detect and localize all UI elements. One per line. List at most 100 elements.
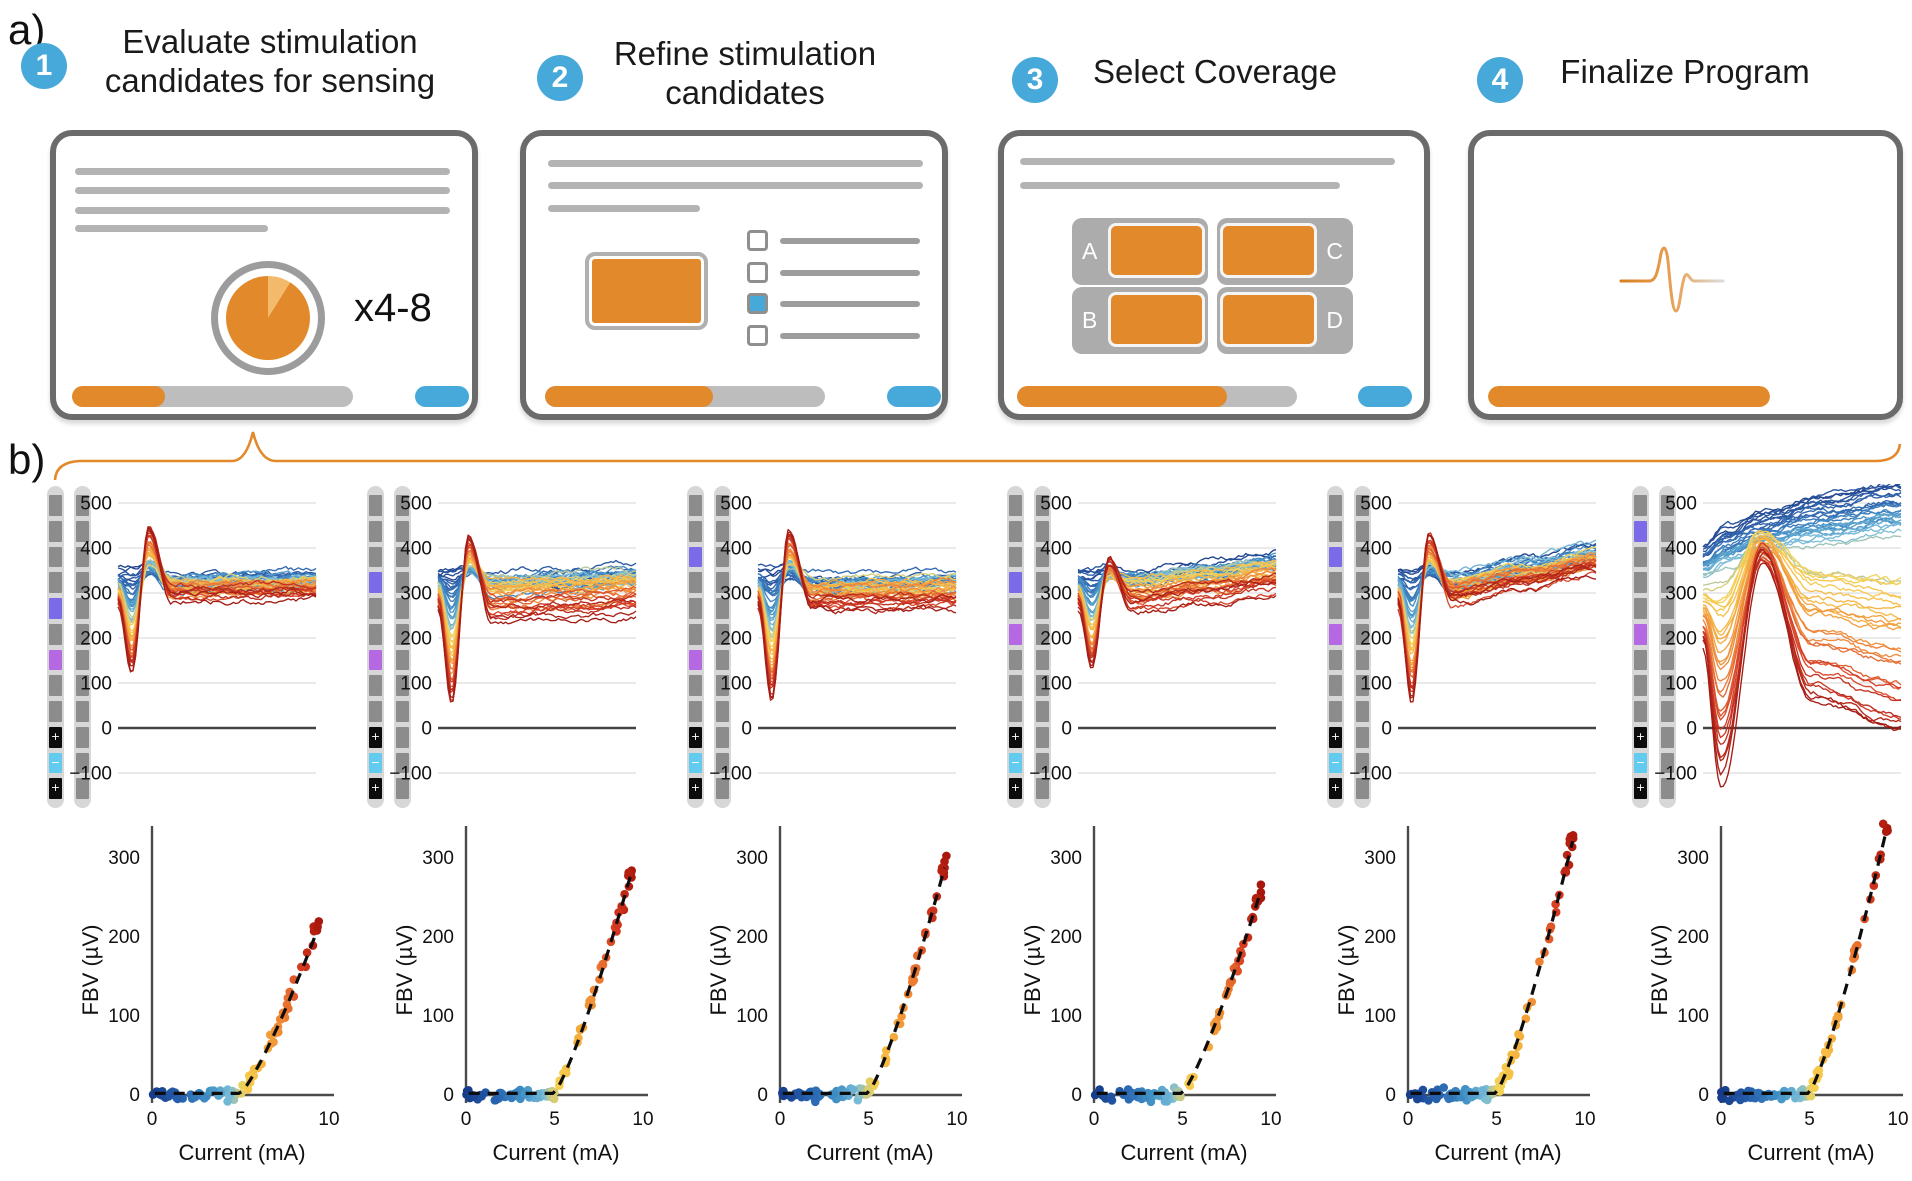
electrode-contact <box>1634 520 1647 542</box>
svg-text:400: 400 <box>80 539 112 560</box>
svg-text:200: 200 <box>1665 629 1697 650</box>
mock-text-line <box>780 333 920 339</box>
trace-axis: 500 400 300 200 100 0 −100 <box>1350 494 1596 785</box>
scatter-points <box>1090 880 1266 1107</box>
svg-text:100: 100 <box>1050 1006 1082 1027</box>
scatter-ylabel: FBV (µV) <box>396 925 417 1016</box>
mock-text-line <box>1020 182 1340 189</box>
svg-text:−100: −100 <box>1030 764 1072 785</box>
svg-text:0: 0 <box>1403 1109 1414 1130</box>
svg-text:0: 0 <box>1686 719 1697 740</box>
svg-text:500: 500 <box>80 494 112 515</box>
trace-axis: 500 400 300 200 100 0 −100 <box>390 494 636 785</box>
scatter-ylabel: FBV (µV) <box>1338 925 1359 1016</box>
electrode-contact: + <box>1009 778 1022 799</box>
electrode-contact <box>369 520 382 542</box>
electrode-lead <box>394 486 411 808</box>
svg-text:400: 400 <box>1040 539 1072 560</box>
svg-text:300: 300 <box>1040 584 1072 605</box>
electrode-contact <box>716 701 729 722</box>
coverage-label: C <box>1326 238 1343 264</box>
svg-text:300: 300 <box>1360 584 1392 605</box>
electrode-contact <box>1009 495 1022 516</box>
svg-text:0: 0 <box>741 719 752 740</box>
scatter-ylabel: FBV (µV) <box>710 925 731 1016</box>
step-2-card <box>520 130 948 420</box>
electrode-contact <box>1661 701 1674 722</box>
electrode-contact <box>716 546 729 568</box>
electrode-contact <box>1036 701 1049 722</box>
scatter-xlabel: Current (mA) <box>1434 1140 1561 1165</box>
electrode-contact <box>1036 726 1049 748</box>
svg-text:200: 200 <box>1050 927 1082 948</box>
step-1-card: x4-8 <box>50 130 478 420</box>
mock-action-button <box>1358 386 1412 407</box>
svg-text:0: 0 <box>1698 1085 1709 1106</box>
svg-text:5: 5 <box>549 1109 560 1130</box>
coverage-cell-a: A <box>1072 218 1208 285</box>
electrode-contact <box>76 649 89 671</box>
electrode-contact: + <box>1634 726 1647 748</box>
electrode-contact <box>1356 546 1369 568</box>
scatter-points <box>462 866 636 1105</box>
electrode-contact <box>396 649 409 671</box>
mock-progress-bar <box>1017 386 1297 407</box>
electrode-contact <box>49 598 62 619</box>
electrode-contact <box>396 623 409 645</box>
electrode-contact <box>1634 546 1647 568</box>
svg-text:200: 200 <box>108 927 140 948</box>
electrode-lead: + − + <box>1007 486 1024 808</box>
electrode-contact <box>369 701 382 722</box>
electrode-contact <box>716 623 729 645</box>
electrode-contact <box>1329 623 1342 645</box>
svg-text:200: 200 <box>1677 927 1709 948</box>
svg-text:300: 300 <box>736 848 768 869</box>
electrode-contact <box>369 623 382 645</box>
mock-text-line <box>548 160 923 167</box>
svg-text:100: 100 <box>736 1006 768 1027</box>
electrode-contact <box>396 598 409 619</box>
electrode-lead: + − + <box>1632 486 1649 808</box>
electrode-contact <box>1009 520 1022 542</box>
electrode-contact <box>76 675 89 696</box>
scatter-points <box>1717 819 1892 1106</box>
svg-text:0: 0 <box>421 719 432 740</box>
svg-text:200: 200 <box>80 629 112 650</box>
step-4-badge: 4 <box>1477 57 1523 103</box>
electrode-contact: − <box>369 752 382 774</box>
scatter-xlabel: Current (mA) <box>1747 1140 1874 1165</box>
mock-progress-fill <box>545 386 713 407</box>
mock-checkbox <box>747 293 768 314</box>
electrode-contact <box>76 598 89 619</box>
scatter-xlabel: Current (mA) <box>806 1140 933 1165</box>
electrode-contact <box>689 598 702 619</box>
scatter-axis: 0 100 200 300 0 5 10 Current (mA) FBV (µV) <box>710 826 968 1165</box>
electrode-contact: − <box>1329 752 1342 774</box>
electrode-contact <box>369 649 382 671</box>
electrode-contact <box>49 520 62 542</box>
waveform-icon <box>1619 246 1725 313</box>
fit-line <box>1723 833 1888 1095</box>
electrode-contact <box>1356 572 1369 593</box>
svg-text:0: 0 <box>757 1085 768 1106</box>
electrode-contact <box>716 649 729 671</box>
electrode-contact <box>1329 598 1342 619</box>
electrode-contact <box>1036 623 1049 645</box>
electrode-contact <box>396 752 409 774</box>
mock-text-line <box>780 301 920 307</box>
electrode-contact <box>1356 726 1369 748</box>
svg-text:200: 200 <box>1360 629 1392 650</box>
scatter-xlabel: Current (mA) <box>492 1140 619 1165</box>
coverage-cell-d: D <box>1217 287 1353 354</box>
electrode-contact <box>1661 598 1674 619</box>
electrode-contact <box>1661 726 1674 748</box>
electrode-contact <box>689 495 702 516</box>
svg-text:0: 0 <box>461 1109 472 1130</box>
electrode-contact <box>1036 572 1049 593</box>
electrode-contact <box>1356 701 1369 722</box>
trace-plot-6: 500 400 300 200 100 0 −100 <box>1655 484 1902 788</box>
step-4-title: Finalize Program <box>1560 53 1810 90</box>
step-2-badge: 2 <box>537 55 583 101</box>
svg-text:10: 10 <box>946 1109 967 1130</box>
mock-stim-rect <box>585 252 708 330</box>
